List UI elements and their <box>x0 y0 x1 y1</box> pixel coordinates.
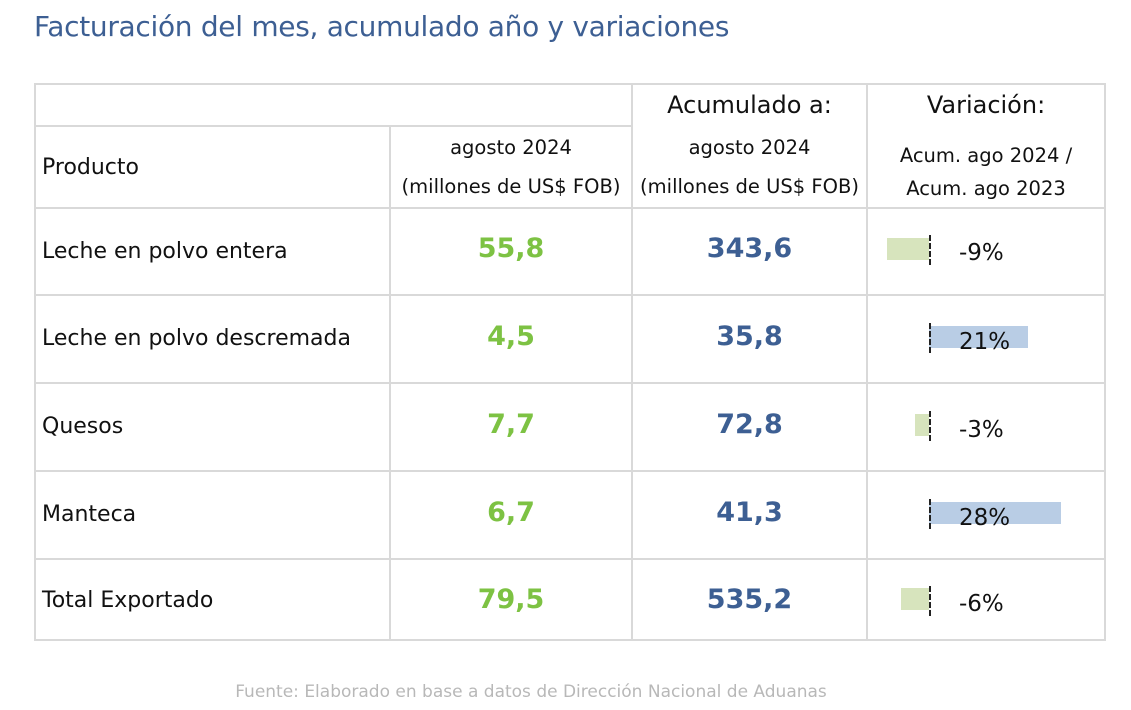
source-note: Fuente: Elaborado en base a datos de Dir… <box>235 682 827 702</box>
col-divider-3 <box>866 85 868 641</box>
header-cumulative-title: Acumulado a: <box>667 91 832 119</box>
variation-bar <box>929 502 1061 524</box>
variation-axis <box>929 235 931 265</box>
variation-axis <box>929 323 931 353</box>
header-cumulative-line2: (millones de US$ FOB) <box>640 175 859 198</box>
header-variation-title: Variación: <box>926 91 1046 119</box>
header-product: Producto <box>42 155 139 180</box>
row-cumulative-value: 41,3 <box>716 497 783 528</box>
page-title: Facturación del mes, acumulado año y var… <box>34 10 730 43</box>
variation-axis <box>929 499 931 529</box>
row-cumulative-value: 72,8 <box>716 409 783 440</box>
header-cumulative-line1: agosto 2024 <box>688 136 811 159</box>
variation-axis <box>929 586 931 616</box>
row-month-value: 55,8 <box>477 233 545 264</box>
header-sub-divider <box>36 125 632 127</box>
row-product: Manteca <box>42 502 137 527</box>
row-variation-value: -9% <box>959 240 1004 266</box>
row-product: Total Exportado <box>42 588 214 613</box>
variation-bar <box>886 238 929 260</box>
header-variation-line1: Acum. ago 2024 / <box>899 144 1073 167</box>
row-divider-0 <box>36 207 1104 209</box>
row-month-value: 79,5 <box>477 584 545 615</box>
row-product: Leche en polvo descremada <box>42 326 351 351</box>
row-variation-value: -6% <box>959 591 1004 617</box>
row-product: Leche en polvo entera <box>42 239 288 264</box>
row-cumulative-value: 35,8 <box>716 321 783 352</box>
row-divider-4 <box>36 558 1104 560</box>
row-variation-value: -3% <box>959 417 1004 443</box>
variation-bar <box>929 326 1028 348</box>
row-month-value: 6,7 <box>487 497 535 528</box>
variation-axis <box>929 411 931 441</box>
header-month-line2: (millones de US$ FOB) <box>401 175 621 198</box>
header-month-line1: agosto 2024 <box>450 136 572 159</box>
row-divider-2 <box>36 382 1104 384</box>
row-month-value: 7,7 <box>487 409 535 440</box>
variation-bar <box>900 588 929 610</box>
data-table: Producto agosto 2024 (millones de US$ FO… <box>34 83 1106 641</box>
variation-bar <box>914 414 929 436</box>
row-variation-value: 28% <box>959 505 1011 531</box>
row-divider-3 <box>36 470 1104 472</box>
col-divider-2 <box>631 85 633 641</box>
row-cumulative-value: 535,2 <box>706 584 793 615</box>
row-cumulative-value: 343,6 <box>706 233 793 264</box>
row-divider-1 <box>36 294 1104 296</box>
row-variation-value: 21% <box>959 329 1011 355</box>
row-product: Quesos <box>42 414 124 439</box>
header-variation-line2: Acum. ago 2023 <box>906 177 1066 200</box>
row-month-value: 4,5 <box>487 321 535 352</box>
